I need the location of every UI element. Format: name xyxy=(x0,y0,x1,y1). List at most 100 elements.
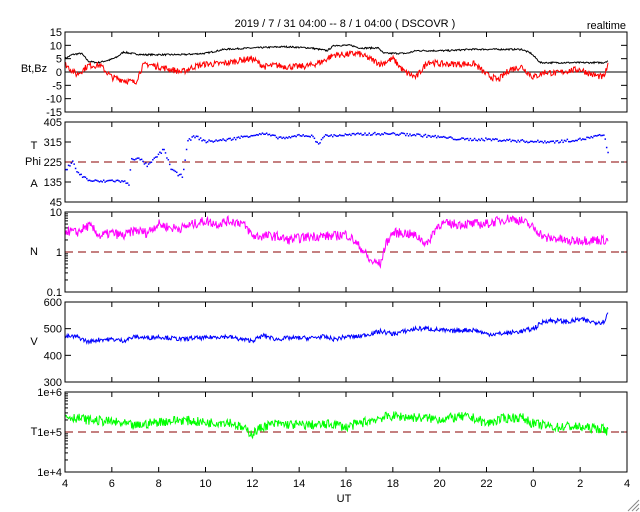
data-point xyxy=(86,177,88,180)
data-point xyxy=(303,135,306,138)
data-point xyxy=(329,135,331,137)
y-tick-label: 1 xyxy=(56,247,62,259)
data-point xyxy=(528,141,531,144)
data-point xyxy=(124,180,126,182)
data-point xyxy=(229,137,231,140)
data-point xyxy=(558,141,560,144)
y-tick-label: 500 xyxy=(44,324,62,336)
data-point xyxy=(489,138,491,140)
data-point xyxy=(392,132,394,134)
data-point xyxy=(235,138,237,141)
data-point xyxy=(132,158,134,161)
data-point xyxy=(594,134,597,137)
data-point xyxy=(504,140,507,142)
data-point xyxy=(274,134,276,137)
data-point xyxy=(93,180,95,182)
data-point xyxy=(551,140,553,143)
data-point xyxy=(383,131,386,134)
data-point xyxy=(337,135,340,137)
data-point xyxy=(546,141,549,143)
data-point xyxy=(465,138,467,140)
data-point xyxy=(160,152,163,154)
data-point xyxy=(605,146,608,149)
data-point xyxy=(497,140,500,142)
data-point xyxy=(73,163,75,165)
data-point xyxy=(399,133,401,135)
data-point xyxy=(243,135,245,138)
data-point xyxy=(440,136,442,138)
data-point xyxy=(523,140,525,142)
data-point xyxy=(456,138,459,141)
data-point xyxy=(258,133,261,135)
data-point xyxy=(270,134,272,137)
data-point xyxy=(344,133,347,135)
data-point xyxy=(109,179,112,182)
data-point xyxy=(420,135,422,137)
data-point xyxy=(246,135,248,137)
data-point xyxy=(194,136,196,139)
x-tick-label: 10 xyxy=(199,478,211,490)
data-point xyxy=(70,162,73,164)
data-point xyxy=(105,180,108,182)
data-point xyxy=(190,139,192,141)
data-point xyxy=(139,158,141,161)
data-point xyxy=(211,140,213,142)
panel-temperature: T1e+61e+51e+44 6 8 10 12 14 16 18 20 22 0 2 4 xyxy=(31,387,630,490)
data-point xyxy=(317,143,320,145)
data-point xyxy=(406,132,408,135)
data-point xyxy=(116,179,119,181)
data-point xyxy=(386,133,389,135)
data-point xyxy=(385,132,387,135)
data-point xyxy=(442,135,445,138)
data-point xyxy=(503,139,505,141)
data-point xyxy=(81,176,84,179)
panel-frame xyxy=(64,31,628,113)
series-N xyxy=(65,214,609,269)
data-point xyxy=(177,174,179,177)
data-point xyxy=(205,141,207,144)
data-point xyxy=(175,171,178,174)
y-tick-label: 225 xyxy=(44,157,62,169)
data-point xyxy=(147,163,150,165)
x-tick-label: 0 xyxy=(530,478,536,490)
data-point xyxy=(483,139,486,142)
data-point xyxy=(187,139,189,142)
data-point xyxy=(520,139,522,142)
data-point xyxy=(168,163,171,166)
data-point xyxy=(567,140,570,143)
data-point xyxy=(600,134,602,137)
data-point xyxy=(97,180,99,182)
data-point xyxy=(534,140,536,143)
data-point xyxy=(334,134,337,137)
data-point xyxy=(409,133,411,135)
data-point xyxy=(84,176,87,179)
data-point xyxy=(157,153,160,156)
data-point xyxy=(115,179,118,182)
y-tick-label: 0.1 xyxy=(47,287,62,299)
data-point xyxy=(544,140,546,142)
data-point xyxy=(376,133,379,135)
x-tick-label: 12 xyxy=(246,478,258,490)
data-point xyxy=(279,136,282,138)
data-point xyxy=(590,135,592,138)
data-point xyxy=(542,142,545,144)
data-point xyxy=(426,136,428,138)
data-point xyxy=(215,139,217,141)
data-point xyxy=(94,179,97,181)
data-point xyxy=(76,171,78,173)
data-point xyxy=(508,138,511,141)
x-tick-label: 8 xyxy=(156,478,162,490)
x-tick-label: 18 xyxy=(387,478,399,490)
resize-grip-icon[interactable] xyxy=(627,499,640,512)
data-point xyxy=(338,134,341,136)
data-point xyxy=(227,137,230,140)
data-point xyxy=(351,132,354,135)
y-tick-label: 300 xyxy=(44,377,62,389)
y-tick-label: 1e+5 xyxy=(37,427,62,439)
data-point xyxy=(500,140,503,142)
y-tick-label: 1e+4 xyxy=(37,467,62,479)
data-point xyxy=(382,133,385,136)
data-point xyxy=(471,139,473,142)
data-point xyxy=(552,140,555,142)
